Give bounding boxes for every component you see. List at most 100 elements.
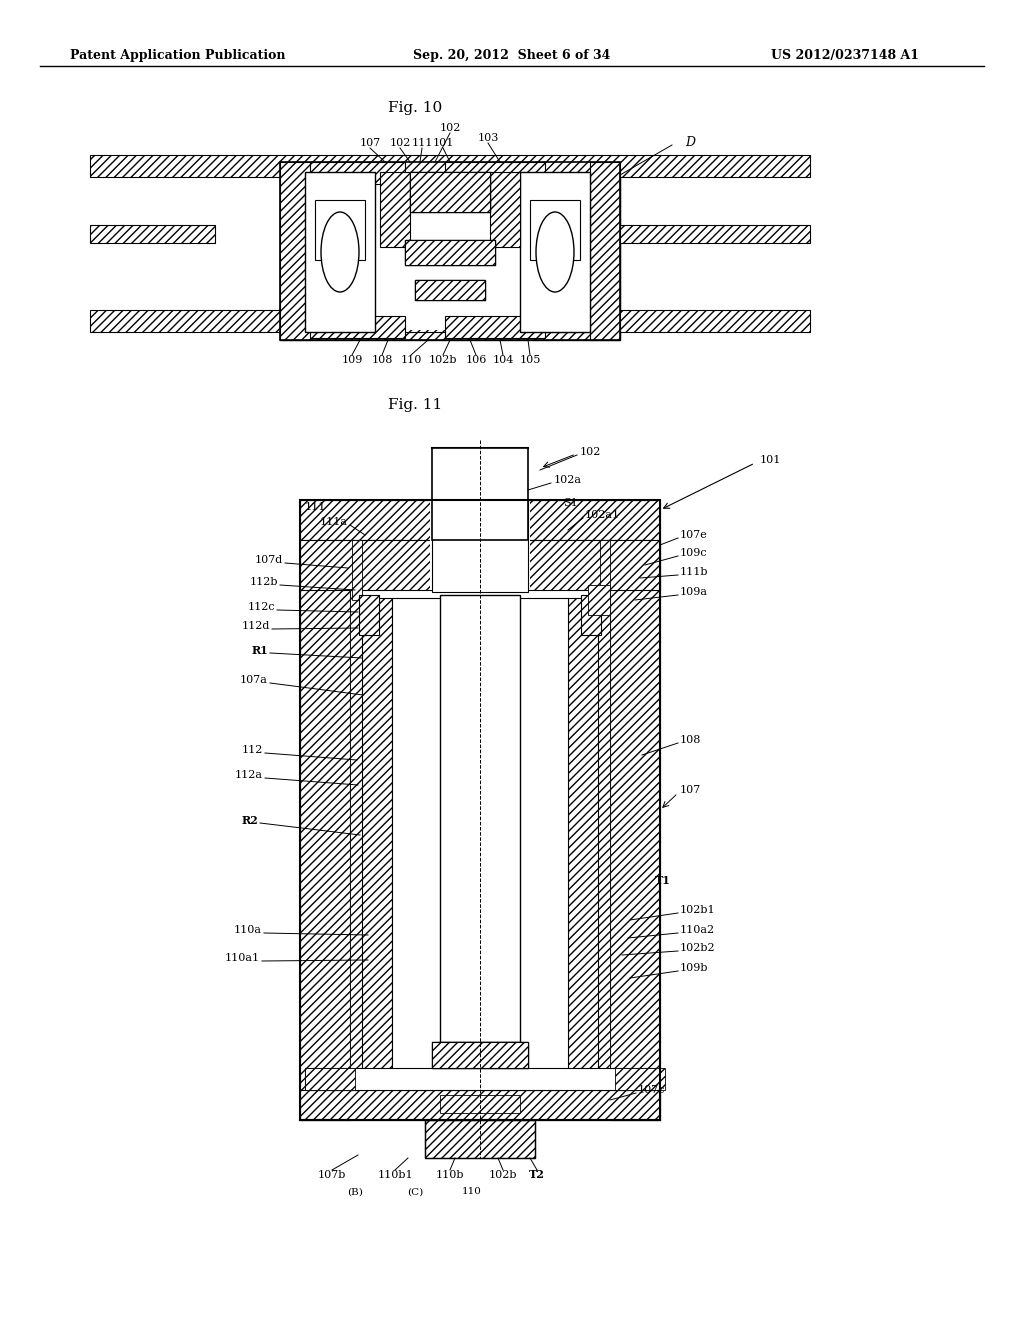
Text: 110b1: 110b1 — [377, 1170, 413, 1180]
Bar — [530, 201, 580, 260]
Text: 110a: 110a — [234, 925, 262, 935]
Bar — [300, 540, 660, 590]
Bar — [280, 162, 620, 341]
Bar — [590, 162, 620, 341]
Text: D: D — [685, 136, 695, 149]
Text: 112d: 112d — [242, 620, 270, 631]
Text: Fig. 10: Fig. 10 — [388, 102, 442, 115]
Bar — [588, 585, 610, 615]
Text: 103: 103 — [477, 133, 499, 143]
Bar — [300, 540, 350, 1119]
Text: 108: 108 — [372, 355, 392, 366]
Text: 102b: 102b — [429, 355, 458, 366]
Text: R2: R2 — [242, 814, 258, 825]
Text: T2: T2 — [529, 1170, 545, 1180]
Text: 109c: 109c — [680, 548, 708, 558]
Text: US 2012/0237148 A1: US 2012/0237148 A1 — [771, 49, 919, 62]
Bar — [430, 500, 530, 590]
Bar — [280, 162, 620, 341]
Text: 101: 101 — [432, 139, 454, 148]
Bar — [300, 500, 660, 540]
Bar — [610, 540, 660, 1119]
Ellipse shape — [536, 213, 574, 292]
Bar — [305, 162, 406, 183]
Text: 110a2: 110a2 — [680, 925, 715, 935]
Bar — [425, 1119, 535, 1158]
Text: 101: 101 — [760, 455, 781, 465]
Bar — [359, 595, 379, 635]
Text: 102b2: 102b2 — [680, 942, 716, 953]
Bar — [362, 598, 392, 1080]
Bar — [415, 280, 485, 300]
Text: 111: 111 — [412, 139, 433, 148]
Text: 102: 102 — [580, 447, 601, 457]
Bar — [280, 162, 310, 341]
Text: 112b: 112b — [250, 577, 278, 587]
Bar — [432, 1041, 528, 1068]
Text: 111a: 111a — [319, 517, 348, 527]
Text: 110b: 110b — [436, 1170, 464, 1180]
Text: 107: 107 — [680, 785, 701, 795]
Bar — [352, 540, 362, 601]
Bar — [350, 590, 362, 1090]
Bar — [445, 162, 545, 183]
Text: 102a1: 102a1 — [585, 510, 621, 520]
Bar — [581, 595, 601, 635]
Bar — [598, 590, 610, 1090]
Ellipse shape — [321, 213, 359, 292]
Bar — [568, 598, 598, 1080]
Text: 106: 106 — [465, 355, 486, 366]
Bar — [520, 172, 590, 333]
Text: S1: S1 — [563, 498, 578, 508]
Bar — [90, 224, 215, 243]
Bar — [432, 500, 528, 591]
Text: 102b: 102b — [488, 1170, 517, 1180]
Bar — [300, 1090, 660, 1119]
Bar — [305, 1068, 355, 1090]
Text: 109a: 109a — [680, 587, 708, 597]
Bar — [90, 154, 810, 177]
Bar — [305, 172, 375, 333]
Bar — [600, 540, 610, 601]
Bar — [406, 240, 495, 265]
Text: 112c: 112c — [248, 602, 275, 612]
Bar — [415, 280, 485, 300]
Text: T1: T1 — [655, 874, 671, 886]
Bar — [615, 1068, 665, 1090]
Bar — [445, 315, 545, 338]
Text: 107d: 107d — [255, 554, 283, 565]
Text: 112a: 112a — [234, 770, 263, 780]
Text: 102: 102 — [439, 123, 461, 133]
Text: Patent Application Publication: Patent Application Publication — [71, 49, 286, 62]
Text: 109b: 109b — [680, 964, 709, 973]
Text: 107e: 107e — [680, 531, 708, 540]
Bar — [315, 201, 365, 260]
Text: 108: 108 — [680, 735, 701, 744]
Bar — [440, 595, 520, 1041]
Text: 105: 105 — [519, 355, 541, 366]
Text: 104: 104 — [493, 355, 514, 366]
Text: 110a1: 110a1 — [225, 953, 260, 964]
Bar — [300, 500, 660, 1119]
Text: 111b: 111b — [680, 568, 709, 577]
Bar — [380, 172, 410, 247]
Text: Fig. 11: Fig. 11 — [388, 399, 442, 412]
Bar — [305, 315, 406, 338]
Bar — [406, 240, 495, 265]
Bar — [305, 172, 595, 330]
Text: 102a: 102a — [554, 475, 582, 484]
Text: (C): (C) — [407, 1188, 423, 1196]
Text: Sep. 20, 2012  Sheet 6 of 34: Sep. 20, 2012 Sheet 6 of 34 — [414, 49, 610, 62]
Bar — [432, 447, 528, 540]
Text: 107a: 107a — [240, 675, 268, 685]
Bar — [490, 172, 520, 247]
Text: 110: 110 — [462, 1188, 482, 1196]
Text: (B): (B) — [347, 1188, 362, 1196]
Bar — [305, 1068, 655, 1090]
Bar — [410, 172, 490, 213]
Bar — [432, 1041, 528, 1068]
Bar — [90, 310, 810, 333]
Text: 102: 102 — [389, 139, 411, 148]
Text: 109: 109 — [341, 355, 362, 366]
Text: 107: 107 — [359, 139, 381, 148]
